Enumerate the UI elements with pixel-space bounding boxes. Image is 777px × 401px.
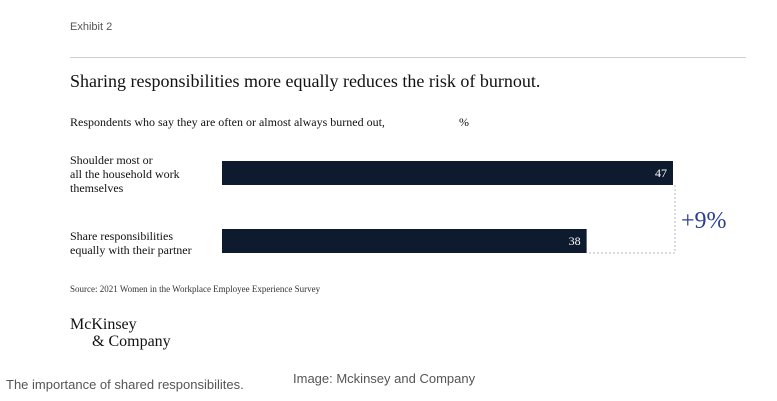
exhibit-panel: Exhibit 2 Sharing responsibilities more … bbox=[70, 21, 746, 350]
mckinsey-logo: McKinsey & Company bbox=[70, 316, 171, 350]
category-line: Share responsibilities bbox=[70, 229, 173, 243]
category-line: Shoulder most or bbox=[70, 153, 153, 167]
source-note: Source: 2021 Women in the Workplace Empl… bbox=[70, 284, 321, 294]
chart-subtitle: Respondents who say they are often or al… bbox=[70, 115, 385, 129]
bar-value-label: 38 bbox=[569, 234, 581, 248]
category-label-shoulder-most: Shoulder most or all the household work … bbox=[70, 153, 220, 195]
difference-bracket bbox=[586, 185, 676, 254]
category-line: all the household work bbox=[70, 167, 180, 181]
image-credit: Image: Mckinsey and Company bbox=[293, 371, 476, 386]
bar-0 bbox=[222, 161, 673, 185]
category-line: equally with their partner bbox=[70, 243, 192, 257]
image-caption: The importance of shared responsibilites… bbox=[6, 377, 244, 392]
unit-label: % bbox=[459, 115, 469, 129]
category-line: themselves bbox=[70, 181, 124, 195]
chart-title: Sharing responsibilities more equally re… bbox=[70, 71, 541, 91]
category-label-share-equally: Share responsibilities equally with thei… bbox=[70, 229, 220, 257]
bar-1 bbox=[222, 229, 587, 253]
bar-chart: 47 38 +9% bbox=[222, 161, 727, 254]
exhibit-label: Exhibit 2 bbox=[70, 21, 113, 33]
difference-annotation: +9% bbox=[681, 208, 727, 234]
bar-value-label: 47 bbox=[655, 166, 667, 180]
header-divider bbox=[70, 57, 746, 58]
logo-line-1: McKinsey bbox=[70, 316, 137, 333]
logo-line-2: & Company bbox=[92, 333, 171, 350]
